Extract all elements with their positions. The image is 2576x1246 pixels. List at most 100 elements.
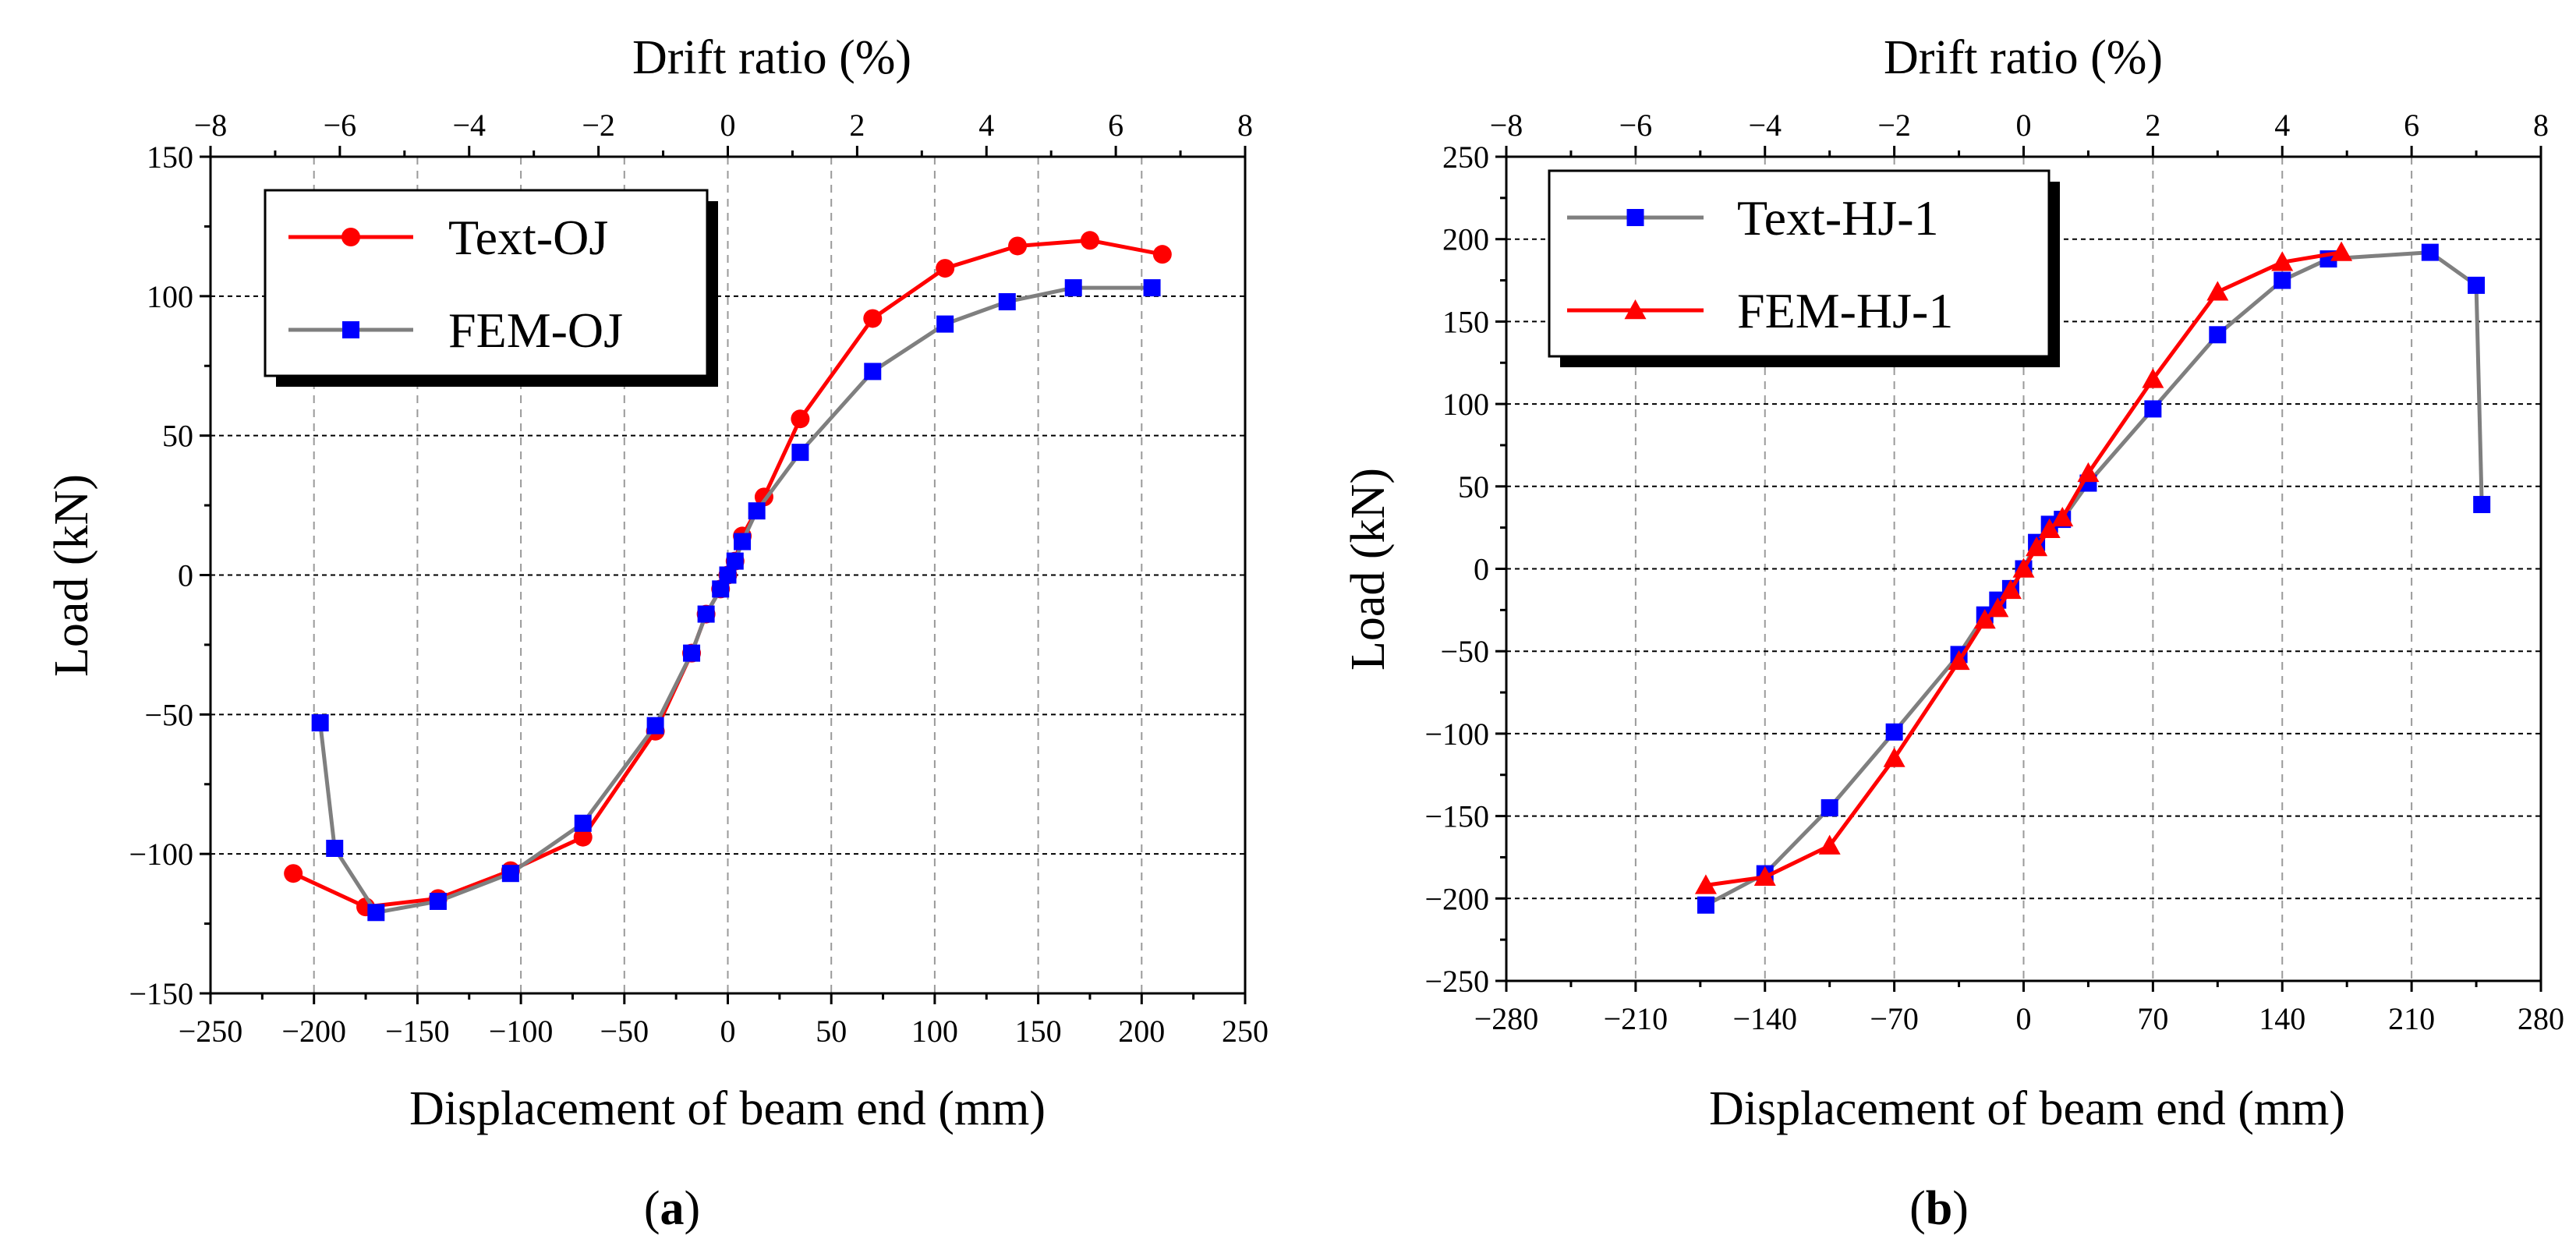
x2-tick-label: 6 bbox=[1108, 108, 1123, 143]
x2-tick-label: −2 bbox=[1877, 108, 1911, 143]
data-point bbox=[501, 865, 519, 883]
legend-label: FEM-HJ-1 bbox=[1737, 283, 1953, 338]
y-tick-label: −50 bbox=[1440, 634, 1489, 669]
x2-axis-title-a: Drift ratio (%) bbox=[632, 31, 911, 84]
y-tick-label: 50 bbox=[162, 419, 193, 454]
x-tick-label: 280 bbox=[2518, 1001, 2564, 1036]
data-point bbox=[712, 580, 730, 598]
data-point bbox=[936, 315, 954, 333]
data-point bbox=[1948, 650, 1970, 671]
y-tick-label: −150 bbox=[129, 976, 193, 1011]
x-tick-label: 50 bbox=[816, 1014, 847, 1049]
data-point bbox=[311, 714, 329, 732]
data-point bbox=[697, 605, 715, 623]
ticks-b: −280 −210 −140 −70 0 70 140 210 280 −8 −6 −4 −2 0 2 4 6 8… bbox=[1424, 108, 2564, 1036]
y-tick-label: −100 bbox=[1424, 717, 1489, 752]
data-point bbox=[2051, 506, 2074, 527]
panel-label-b: (b) bbox=[1909, 1182, 1969, 1235]
data-point bbox=[998, 292, 1016, 310]
data-point bbox=[1152, 245, 1172, 264]
y-tick-label: 150 bbox=[1442, 304, 1489, 339]
data-point bbox=[2273, 271, 2291, 289]
x-tick-label: 250 bbox=[1222, 1014, 1269, 1049]
legend-a: Text-OJ FEM-OJ bbox=[264, 189, 718, 387]
series-FEM-HJ-1 bbox=[1694, 241, 2353, 894]
x-tick-label: −70 bbox=[1870, 1001, 1919, 1036]
x2-tick-label: −4 bbox=[452, 108, 486, 143]
x-axis-title-a: Displacement of beam end (mm) bbox=[409, 1082, 1046, 1135]
data-point bbox=[1973, 609, 1996, 629]
legend-marker bbox=[342, 321, 359, 338]
data-point bbox=[1818, 834, 1841, 855]
y-axis-title-b: Load (kN) bbox=[1342, 468, 1395, 671]
data-point bbox=[367, 904, 385, 922]
data-point bbox=[1694, 874, 1717, 894]
y-tick-label: −50 bbox=[144, 697, 193, 732]
x-tick-label: −150 bbox=[385, 1014, 450, 1049]
legend-marker bbox=[1624, 299, 1647, 320]
x2-tick-label: 6 bbox=[2404, 108, 2419, 143]
data-point bbox=[2473, 496, 2491, 514]
legend-label: Text-OJ bbox=[448, 210, 608, 265]
data-point bbox=[791, 409, 810, 429]
data-point bbox=[719, 566, 737, 584]
data-point bbox=[2026, 536, 2048, 557]
data-point bbox=[1080, 231, 1099, 250]
y-tick-label: 0 bbox=[178, 558, 193, 593]
x2-tick-label: −6 bbox=[324, 108, 357, 143]
series-a bbox=[284, 231, 1172, 922]
data-point bbox=[574, 814, 592, 832]
data-point bbox=[1064, 279, 1082, 297]
chart-panel-b: −280 −210 −140 −70 0 70 140 210 280 −8 −6 −4 −2 0 2 4 6 8… bbox=[1342, 31, 2564, 1235]
legend-box-a bbox=[264, 189, 709, 377]
x2-tick-label: 0 bbox=[720, 108, 736, 143]
chart-panel-a: −250 −200 −150 −100 −50 0 50 100 150 200 250−8 −6 −4… bbox=[45, 31, 1269, 1235]
x-tick-label: 0 bbox=[2016, 1001, 2032, 1036]
data-point bbox=[1697, 896, 1714, 914]
y-tick-label: −200 bbox=[1424, 881, 1489, 916]
data-point bbox=[748, 502, 766, 520]
y-tick-label: −100 bbox=[129, 837, 193, 872]
series-b bbox=[1694, 241, 2491, 914]
y-tick-label: −250 bbox=[1424, 964, 1489, 999]
y-tick-label: 150 bbox=[147, 140, 193, 175]
x-tick-label: −250 bbox=[179, 1014, 243, 1049]
x2-tick-label: 2 bbox=[849, 108, 865, 143]
data-point bbox=[1999, 579, 2022, 600]
data-point bbox=[1753, 865, 1776, 887]
x-tick-label: 210 bbox=[2388, 1001, 2435, 1036]
legend-b: Text-HJ-1 FEM-HJ-1 bbox=[1548, 169, 2060, 367]
data-point bbox=[646, 717, 664, 735]
x-tick-label: −280 bbox=[1474, 1001, 1539, 1036]
legend-box-b bbox=[1548, 169, 2051, 358]
data-point bbox=[791, 444, 809, 462]
data-point bbox=[1008, 236, 1028, 256]
data-point bbox=[2038, 518, 2061, 538]
data-point bbox=[2468, 276, 2486, 294]
y-tick-label: −150 bbox=[1424, 799, 1489, 834]
legend-marker bbox=[341, 228, 360, 246]
ticks-a: −250 −200 −150 −100 −50 0 50 100 150 200 250−8 −6 −4… bbox=[129, 108, 1269, 1049]
data-point bbox=[1821, 799, 1838, 817]
data-point bbox=[2271, 251, 2294, 271]
data-point bbox=[2077, 462, 2100, 483]
x-tick-label: 0 bbox=[720, 1014, 736, 1049]
x-tick-label: −100 bbox=[489, 1014, 554, 1049]
legend-label: Text-HJ-1 bbox=[1737, 190, 1939, 246]
data-point bbox=[2330, 241, 2353, 261]
x2-tick-label: −8 bbox=[1490, 108, 1523, 143]
data-point bbox=[1987, 597, 2009, 618]
legend-marker bbox=[1626, 209, 1644, 226]
x-tick-label: 140 bbox=[2259, 1001, 2305, 1036]
x2-tick-label: 2 bbox=[2145, 108, 2160, 143]
data-point bbox=[2012, 558, 2035, 578]
data-point bbox=[864, 363, 882, 381]
x2-axis-title-b: Drift ratio (%) bbox=[1884, 31, 2163, 84]
x2-tick-label: −6 bbox=[1619, 108, 1653, 143]
x-tick-label: 200 bbox=[1118, 1014, 1165, 1049]
data-point bbox=[284, 864, 303, 883]
series-FEM-OJ bbox=[311, 279, 1161, 922]
data-point bbox=[326, 840, 344, 858]
data-point bbox=[2206, 281, 2229, 301]
